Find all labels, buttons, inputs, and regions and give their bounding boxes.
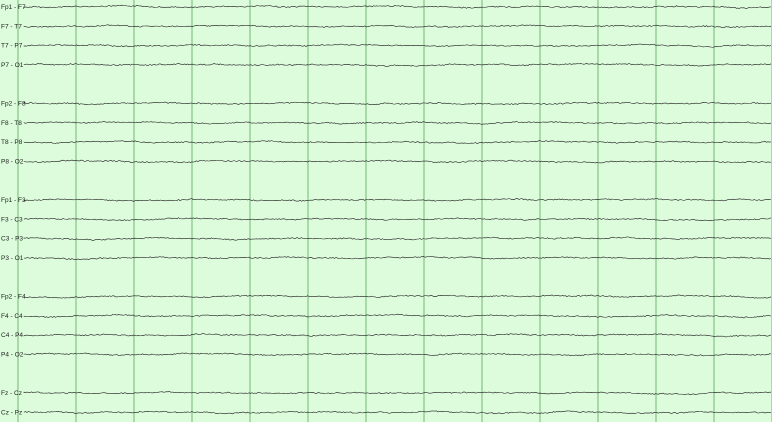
channel-label: Fp2 - F4 (1, 294, 26, 301)
eeg-channel-trace (24, 314, 771, 318)
channel-label: P8 - O2 (1, 158, 24, 165)
channel-label: Fz - Cz (1, 390, 22, 397)
channel-label: T7 - P7 (1, 43, 23, 50)
eeg-channel-trace (24, 121, 771, 124)
eeg-channel-trace (24, 5, 771, 8)
eeg-channel-trace (24, 295, 771, 298)
eeg-channel-trace (24, 218, 771, 221)
channel-label: F8 - T8 (1, 120, 22, 127)
eeg-channel-trace (24, 198, 771, 201)
eeg-channel-trace (24, 334, 771, 337)
channel-label: Fp2 - F8 (1, 101, 26, 108)
eeg-channel-trace (24, 411, 771, 414)
eeg-channel-trace (24, 25, 771, 28)
eeg-channel-trace (24, 160, 771, 163)
eeg-channel-trace (24, 44, 771, 47)
channel-label: P7 - O1 (1, 62, 24, 69)
eeg-channel-trace (24, 141, 771, 144)
channel-label: Fp1 - F3 (1, 197, 26, 204)
channel-label: P3 - O1 (1, 255, 24, 262)
channel-label: C3 - P3 (1, 236, 23, 243)
eeg-channel-trace (24, 102, 771, 105)
eeg-channel-trace (24, 63, 771, 66)
eeg-channel-trace (24, 237, 771, 241)
channel-label: T8 - P8 (1, 139, 23, 146)
eeg-channel-trace (24, 353, 771, 356)
channel-label: Fp1 - F7 (1, 4, 26, 11)
channel-label: C4 - P4 (1, 332, 23, 339)
eeg-channel-trace (24, 256, 771, 259)
channel-label: F7 - T7 (1, 23, 22, 30)
channel-label: F3 - C3 (1, 216, 23, 223)
channel-label: Cz - Pz (1, 409, 22, 416)
eeg-channel-trace (24, 391, 771, 394)
channel-label: F4 - C4 (1, 313, 23, 320)
channel-label: P4 - O2 (1, 351, 24, 358)
